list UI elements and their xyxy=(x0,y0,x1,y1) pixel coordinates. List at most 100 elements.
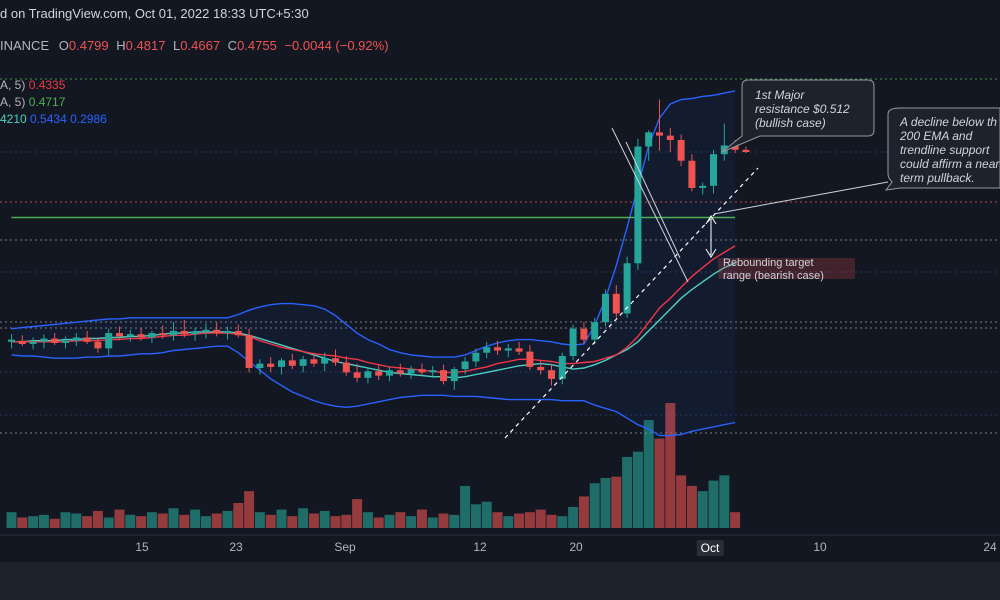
candle-body xyxy=(267,363,275,367)
volume-bar xyxy=(600,478,611,528)
volume-bar xyxy=(103,517,114,528)
volume-bar xyxy=(28,516,39,528)
volume-bar xyxy=(373,517,384,528)
candle-body xyxy=(18,340,26,344)
time-tick-label: Sep xyxy=(334,540,356,554)
candle-body xyxy=(116,333,123,337)
candle-body xyxy=(332,358,339,363)
candle-body xyxy=(83,337,91,342)
candle-body xyxy=(180,330,188,335)
candle-body xyxy=(504,348,512,351)
candle-body xyxy=(126,334,134,337)
high-value: 0.4817 xyxy=(125,38,166,53)
volume-bar xyxy=(654,438,665,528)
volume-bar xyxy=(557,516,568,528)
volume-bar xyxy=(49,518,60,528)
volume-bar xyxy=(60,512,71,528)
candle-body xyxy=(396,370,404,374)
candle-body xyxy=(623,263,631,314)
channel-line-upper xyxy=(611,127,689,283)
candle-body xyxy=(526,351,534,367)
published-text: d on TradingView.com, Oct 01, 2022 18:33… xyxy=(0,6,309,21)
callout-pointer xyxy=(713,181,889,215)
candle-body xyxy=(699,185,707,188)
low-label: L xyxy=(173,38,181,53)
volume-bar xyxy=(470,504,481,528)
indicator-value-2: 0.2986 xyxy=(70,112,107,126)
volume-bar xyxy=(276,509,287,528)
candle-body xyxy=(688,160,696,188)
volume-bar xyxy=(589,483,600,528)
candle-body xyxy=(94,341,102,349)
volume-bar xyxy=(114,509,125,528)
volume-bar xyxy=(622,456,633,528)
candle-body xyxy=(386,370,393,376)
volume-bar xyxy=(676,475,687,528)
candle-body xyxy=(105,333,113,349)
indicator-bollinger[interactable]: 4210 0.5434 0.2986 xyxy=(0,112,107,126)
volume-bar xyxy=(514,513,525,528)
volume-bar xyxy=(632,451,643,528)
candle-body xyxy=(602,293,609,323)
candle-body xyxy=(656,132,663,136)
open-label: O xyxy=(58,38,69,53)
candle-body xyxy=(40,338,48,342)
symbol-label: INANCE xyxy=(0,38,50,53)
rebound-annotation: Rebounding target range (bearish case) xyxy=(723,257,824,282)
candle-body xyxy=(634,146,642,264)
candle-body xyxy=(353,372,361,378)
close-value: 0.4755 xyxy=(237,38,277,53)
volume-bar xyxy=(416,509,427,528)
indicator-name: A, 5) xyxy=(0,95,26,109)
volume-bar xyxy=(395,512,406,528)
time-tick-label: 24 xyxy=(983,540,997,554)
volume-bar xyxy=(71,513,82,528)
candle-body xyxy=(342,362,350,373)
volume-bar xyxy=(82,516,93,528)
time-tick-label: Oct xyxy=(696,540,724,556)
footer-bar xyxy=(0,562,1000,600)
open-value: 0.4799 xyxy=(68,38,109,53)
candle-body xyxy=(450,369,458,382)
candle-body xyxy=(375,371,383,376)
volume-bar xyxy=(438,513,449,528)
indicator-ema20[interactable]: A, 5) 0.4335 xyxy=(0,78,65,92)
candle-body xyxy=(170,330,177,336)
candle-body xyxy=(51,338,59,343)
volume-bar xyxy=(427,517,438,528)
volume-bar xyxy=(352,499,363,528)
candle-body xyxy=(213,329,221,334)
volume-bar xyxy=(341,514,352,528)
volume-bar xyxy=(611,476,622,528)
candle-body xyxy=(710,154,717,186)
volume-bar xyxy=(254,512,265,528)
candle-body xyxy=(548,370,555,379)
candle-body xyxy=(137,334,145,338)
candle-body xyxy=(515,348,523,352)
volume-bar xyxy=(719,475,730,528)
volume-bar xyxy=(168,508,179,528)
candle-body xyxy=(256,363,264,368)
volume-bar xyxy=(708,480,719,528)
candle-body xyxy=(202,329,210,332)
close-label: C xyxy=(227,38,238,53)
candle-body xyxy=(558,356,566,379)
indicator-name: A, 5) xyxy=(0,78,26,92)
volume-bar xyxy=(481,501,492,528)
volume-bar xyxy=(697,491,708,528)
resistance-callout-box xyxy=(721,79,875,153)
candle-body xyxy=(580,328,588,340)
arrow-head-up xyxy=(705,215,717,225)
candle-body xyxy=(278,360,285,367)
candle-body xyxy=(364,371,372,378)
candle-body xyxy=(537,366,545,371)
candle-body xyxy=(472,352,480,362)
indicator-ema200[interactable]: A, 5) 0.4717 xyxy=(0,95,65,109)
candle-body xyxy=(321,358,329,364)
volume-bar xyxy=(524,512,535,528)
indicator-value: 0.4717 xyxy=(28,95,66,109)
volume-bar xyxy=(125,514,136,528)
volume-bar xyxy=(298,508,309,528)
volume-bar xyxy=(179,514,190,528)
